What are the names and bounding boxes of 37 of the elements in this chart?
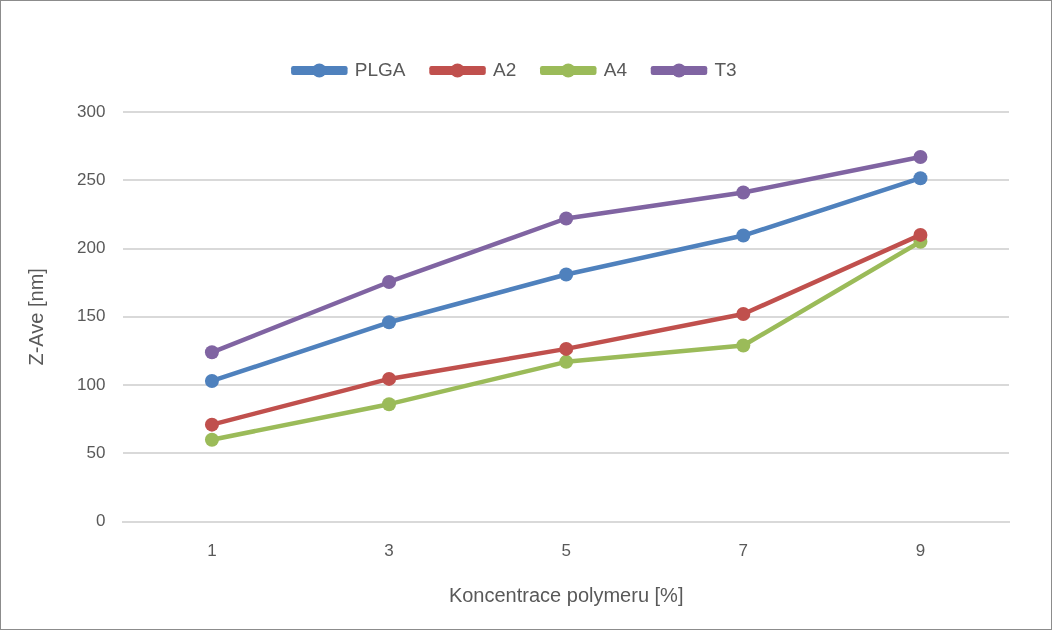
- point: [382, 371, 397, 386]
- y-tick-label: 50: [86, 443, 106, 463]
- point: [559, 267, 574, 282]
- legend-label: T3: [714, 58, 737, 80]
- y-axis-title: Z-Ave [nm]: [24, 268, 47, 366]
- x-tick-label: 5: [561, 541, 571, 561]
- point: [204, 417, 219, 432]
- x-tick-label: 3: [384, 541, 394, 561]
- point: [559, 211, 574, 226]
- x-tick-label: 7: [738, 541, 749, 561]
- y-tick-label: 150: [76, 306, 106, 326]
- point: [204, 345, 219, 360]
- point: [204, 432, 219, 447]
- x-tick-label: 9: [915, 541, 926, 561]
- y-tick-label: 250: [76, 169, 106, 189]
- legend-label: A2: [493, 58, 517, 80]
- point: [913, 227, 928, 242]
- point: [559, 354, 574, 369]
- point: [913, 150, 928, 165]
- legend-label: PLGA: [354, 58, 406, 80]
- legend-label: A4: [603, 58, 628, 80]
- x-axis-title: Koncentrace polymeru [%]: [448, 583, 684, 606]
- point: [382, 397, 397, 412]
- x-tick-label: 1: [207, 541, 217, 561]
- point: [913, 171, 928, 186]
- point: [204, 373, 219, 388]
- point: [382, 274, 397, 289]
- point: [382, 315, 397, 330]
- point: [736, 338, 751, 353]
- y-tick-label: 300: [76, 101, 106, 121]
- y-tick-label: 100: [76, 374, 106, 394]
- y-tick-label: 0: [95, 511, 106, 531]
- point: [736, 228, 751, 243]
- point: [736, 185, 751, 200]
- point: [559, 341, 574, 356]
- y-tick-label: 200: [76, 238, 106, 258]
- point: [736, 307, 751, 322]
